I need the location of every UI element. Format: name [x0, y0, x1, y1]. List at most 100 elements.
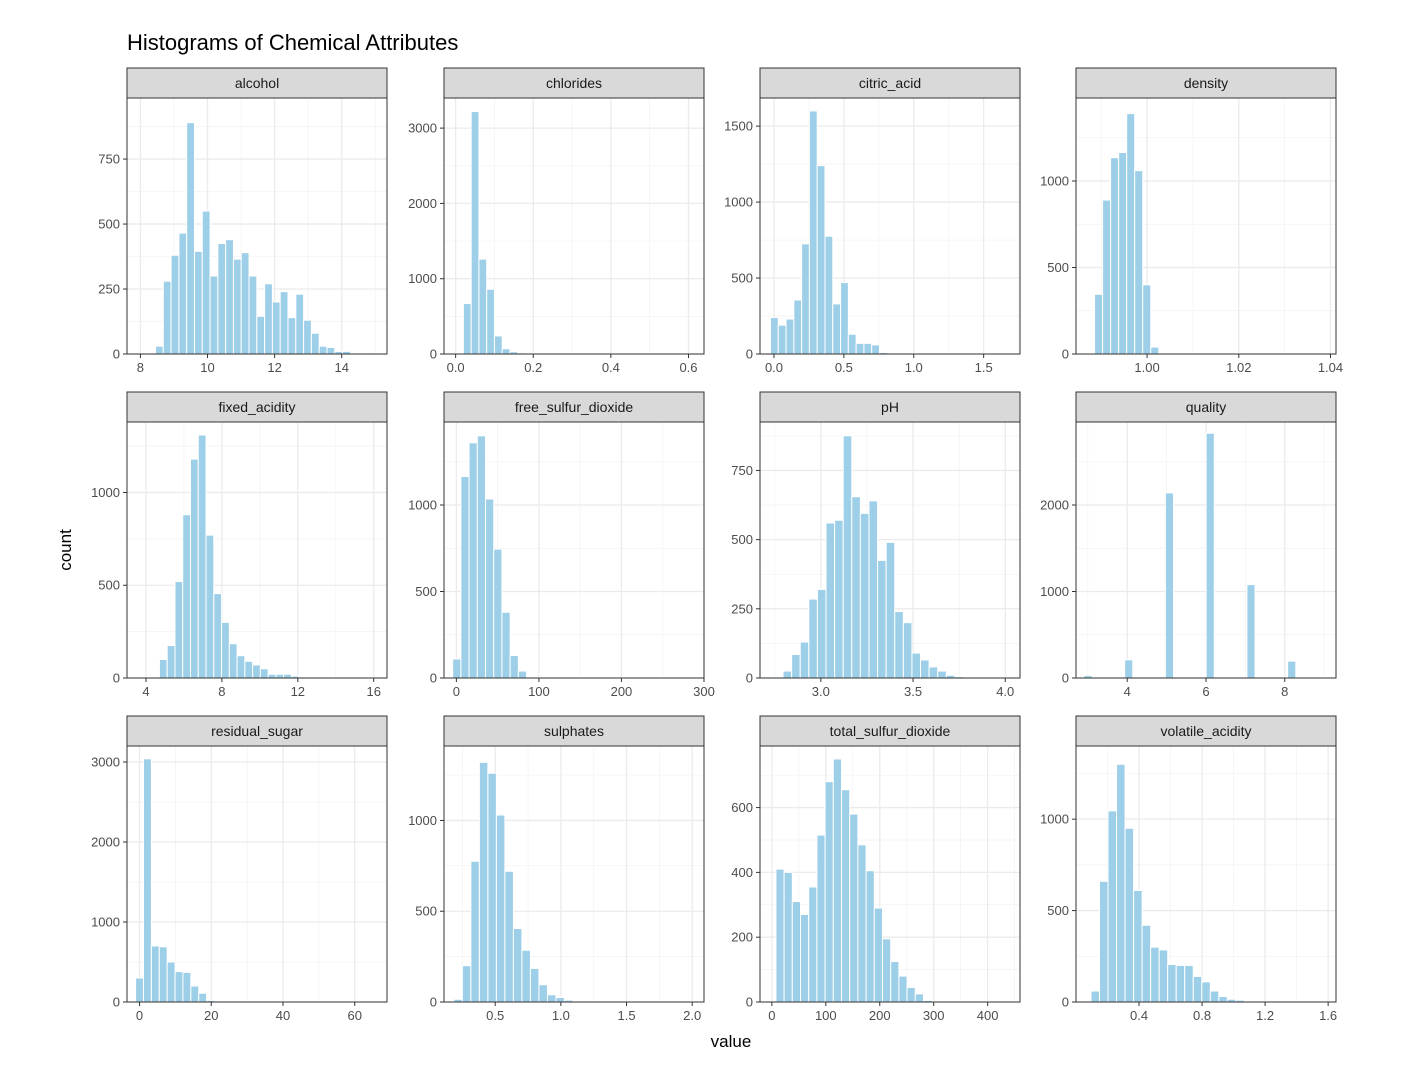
y-tick-label: 500 — [98, 217, 120, 232]
panel-strip — [1075, 391, 1337, 423]
x-tick-label: 200 — [611, 684, 633, 699]
histogram-bar — [517, 670, 528, 679]
histogram-bar — [1150, 946, 1160, 1003]
x-tick-label: 1.5 — [975, 360, 993, 375]
x-tick-label: 0.8 — [1193, 1008, 1211, 1023]
x-tick-label: 400 — [977, 1008, 999, 1023]
panel-chlorides: chlorides 0.0 0.2 0.4 0.6 0 1000 2000 3000 — [408, 67, 705, 375]
panel-border — [1075, 97, 1337, 355]
histogram-bar — [166, 961, 176, 1003]
histogram-bar — [824, 781, 834, 1003]
histogram-bar — [495, 814, 506, 1003]
histogram-bar — [493, 548, 503, 679]
histogram-bar — [1094, 293, 1104, 355]
histogram-bar — [174, 581, 184, 679]
histogram-bar — [1205, 432, 1215, 679]
panel-density: density 1.00 1.02 1.04 0 500 1000 — [1040, 67, 1343, 375]
histogram-bar — [170, 254, 180, 355]
histogram-bar — [863, 342, 873, 355]
y-tick-label: 0 — [430, 671, 437, 686]
histogram-bar — [1184, 964, 1194, 1003]
panel-strip — [126, 67, 388, 99]
x-axis-title: value — [711, 1032, 752, 1051]
histogram-bar — [244, 660, 254, 679]
x-tick-label: 0.4 — [1130, 1008, 1148, 1023]
x-tick-label: 200 — [869, 1008, 891, 1023]
histogram-bar — [197, 434, 207, 679]
histogram-bar — [158, 946, 168, 1003]
histogram-bar — [1175, 964, 1186, 1003]
histogram-bar — [1126, 113, 1136, 355]
y-tick-label: 0 — [1062, 995, 1069, 1010]
x-tick-label: 40 — [276, 1008, 290, 1023]
y-tick-label: 1000 — [724, 195, 753, 210]
panel-title: pH — [881, 399, 899, 415]
histogram-bar — [1192, 975, 1203, 1003]
x-tick-label: 1.0 — [552, 1008, 570, 1023]
panel-sulphates: sulphates 0.5 1.0 1.5 2.0 0 500 1000 — [408, 715, 710, 1023]
panel-strip — [759, 391, 1021, 423]
histogram-bar — [201, 210, 211, 355]
histogram-bar — [155, 345, 164, 355]
histogram-bar — [318, 345, 328, 355]
histogram-bar — [847, 333, 857, 355]
x-tick-label: 1.04 — [1318, 360, 1343, 375]
panel-strip — [443, 67, 705, 99]
histogram-bar — [849, 813, 859, 1003]
x-tick-label: 0.0 — [447, 360, 465, 375]
histogram-bar — [877, 559, 887, 679]
y-tick-label: 0 — [113, 347, 120, 362]
y-tick-label: 200 — [731, 930, 753, 945]
histogram-bar — [501, 348, 511, 355]
panel-border — [443, 97, 705, 355]
y-tick-label: 1500 — [724, 119, 753, 134]
histogram-bar — [791, 901, 802, 1003]
histogram-bar — [1110, 157, 1120, 355]
histogram-bar — [166, 645, 176, 679]
panel-border — [1075, 745, 1337, 1003]
histogram-bar — [509, 655, 519, 679]
x-tick-label: 6 — [1202, 684, 1209, 699]
histogram-bar — [279, 291, 289, 355]
histogram-bar — [248, 275, 258, 355]
histogram-bar — [857, 844, 867, 1003]
y-tick-label: 500 — [1047, 903, 1069, 918]
panel-title: residual_sugar — [211, 723, 303, 739]
y-tick-label: 1000 — [408, 271, 437, 286]
x-tick-label: 0 — [453, 684, 460, 699]
histogram-bar — [478, 761, 489, 1003]
histogram-bar — [468, 442, 478, 679]
histogram-bar — [882, 938, 892, 1003]
histogram-bar — [851, 496, 861, 679]
histogram-bar — [259, 668, 269, 679]
x-tick-label: 300 — [693, 684, 715, 699]
histogram-bar — [487, 772, 497, 1003]
y-tick-label: 0 — [1062, 347, 1069, 362]
histogram-bar — [885, 541, 896, 679]
y-tick-label: 0 — [430, 995, 437, 1010]
panel-strip — [1075, 715, 1337, 747]
y-tick-label: 750 — [731, 463, 753, 478]
histogram-bar — [221, 621, 230, 679]
panel-title: volatile_acidity — [1160, 723, 1251, 739]
histogram-bar — [256, 315, 266, 355]
histogram-bar — [1023, 677, 1033, 679]
histogram-bar — [501, 611, 511, 679]
y-tick-label: 2000 — [91, 835, 120, 850]
y-tick-label: 0 — [113, 671, 120, 686]
histogram-bar — [1107, 810, 1118, 1003]
histogram-bar — [150, 945, 160, 1003]
y-tick-label: 500 — [98, 578, 120, 593]
histogram-bar — [1118, 151, 1128, 355]
x-tick-label: 1.00 — [1134, 360, 1159, 375]
panel-title: quality — [1186, 399, 1226, 415]
y-tick-label: 1000 — [408, 498, 437, 513]
histogram-bar — [808, 598, 818, 679]
panel-border — [443, 745, 705, 1003]
histogram-bar — [791, 653, 801, 679]
histogram-bar — [793, 299, 803, 355]
histogram-bar — [182, 971, 192, 1003]
histogram-bar — [840, 282, 849, 355]
x-tick-label: 100 — [815, 1008, 837, 1023]
panel-background — [127, 746, 387, 1002]
